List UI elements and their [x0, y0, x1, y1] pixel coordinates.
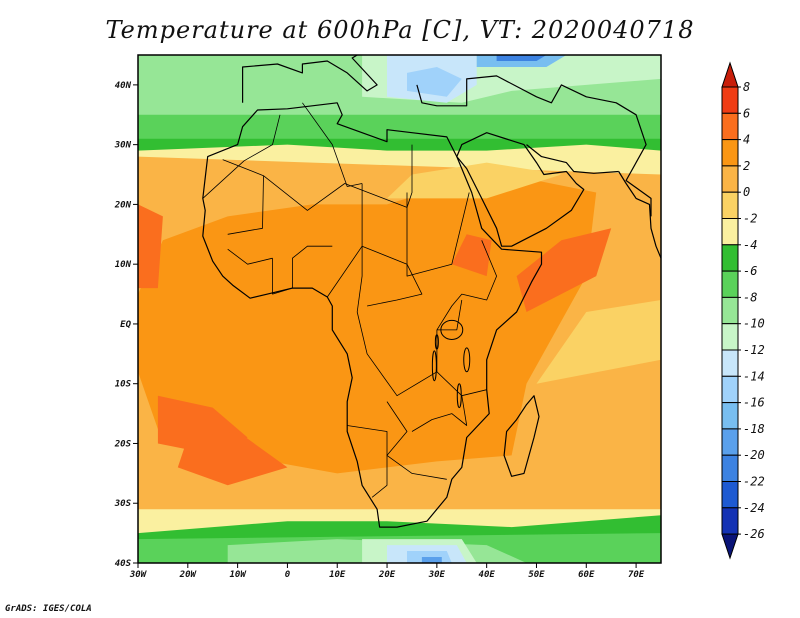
- lon-tick-label: 30W: [129, 570, 148, 580]
- field-region-hot_spot: [177, 431, 288, 486]
- colorbar-label: -4: [743, 238, 757, 252]
- plot-frame: [137, 54, 662, 564]
- colorbar-swatch: [721, 191, 739, 219]
- country-border: [263, 144, 413, 211]
- colorbar-bottom-arrow: [721, 533, 739, 560]
- colorbar-swatch: [721, 323, 739, 351]
- country-border: [436, 299, 463, 331]
- colorbar-label: -24: [743, 501, 765, 515]
- colorbar-label: 4: [743, 133, 750, 147]
- lon-tick-label: 20W: [179, 570, 198, 580]
- country-border: [302, 102, 363, 187]
- africa-coastline: [202, 102, 543, 528]
- asia-border: [416, 75, 652, 217]
- field-region-blue_mid: [421, 557, 442, 563]
- colorbar-label: 6: [743, 106, 750, 120]
- colorbar-label: -18: [743, 422, 765, 436]
- lon-tick-label: 20E: [378, 570, 396, 580]
- colorbar-label: -16: [743, 396, 765, 410]
- lon-tick-label: 30E: [428, 570, 446, 580]
- colorbar-swatch: [721, 481, 739, 509]
- lon-tick-label: 0: [285, 570, 291, 580]
- colorbar-label: -20: [743, 448, 765, 462]
- persia-coastline: [526, 144, 619, 174]
- lon-tick-label: 50E: [528, 570, 545, 580]
- colorbar-swatch: [721, 507, 739, 535]
- field-region-hot_spot: [138, 204, 163, 289]
- field-region-green: [138, 108, 661, 139]
- colorbar-swatch: [721, 165, 739, 193]
- country-border: [356, 183, 498, 397]
- country-border: [202, 114, 281, 199]
- country-border: [222, 159, 264, 235]
- lat-tick-label: 20S: [114, 439, 132, 449]
- lake-outline: [434, 334, 439, 350]
- temperature-field: [138, 55, 661, 563]
- lon-tick-label: 10W: [229, 570, 247, 580]
- lake-outline: [456, 383, 462, 409]
- colorbar-swatch: [721, 454, 739, 483]
- grads-credit: GrADS: IGES/COLA: [5, 604, 92, 614]
- lake-outline: [431, 350, 437, 382]
- colorbar-label: -22: [743, 475, 765, 489]
- lat-tick-label: 20N: [114, 200, 132, 210]
- lat-tick-label: 40N: [115, 81, 132, 91]
- colorbar-swatch: [721, 86, 739, 114]
- colorbar-swatch: [721, 139, 739, 167]
- country-border: [272, 245, 333, 295]
- colorbar-swatch: [721, 428, 739, 456]
- field-region-hot_spot: [451, 234, 492, 277]
- field-region-blue_dark: [496, 55, 547, 61]
- lon-tick-label: 10E: [329, 570, 346, 580]
- colorbar-label: -10: [743, 317, 765, 331]
- colorbar-top-arrow: [721, 61, 739, 88]
- lon-tick-label: 40E: [479, 570, 496, 580]
- country-border: [406, 192, 470, 277]
- colorbar-swatch: [721, 112, 739, 141]
- colorbar-label: -2: [743, 212, 757, 226]
- lat-tick-label: EQ: [120, 320, 131, 330]
- india-coastline: [618, 171, 662, 259]
- lat-tick-label: 10S: [115, 380, 132, 390]
- lake-outline: [440, 319, 464, 340]
- arabia-coastline: [456, 132, 585, 247]
- field-region-mild: [536, 300, 661, 384]
- colorbar-swatch: [721, 402, 739, 430]
- colorbar-label: 2: [743, 159, 750, 173]
- colorbar-label: 0: [743, 185, 750, 199]
- map-title: Temperature at 600hPa [C], VT: 202004071…: [105, 16, 695, 44]
- country-border: [326, 245, 423, 307]
- colorbar-label: 8: [743, 80, 750, 94]
- lat-tick-label: 40S: [115, 559, 132, 569]
- lon-tick-label: 60E: [578, 570, 595, 580]
- country-border: [227, 248, 273, 265]
- madagascar-coastline: [503, 395, 540, 477]
- europe-coastline: [242, 54, 378, 103]
- field-region-mild: [387, 162, 562, 199]
- axis-ticks: 30W 20W 10W 0 10E 20E 30E 40E 50E 60E 70E 40N 30N 20N…: [114, 81, 645, 580]
- colorbar-label: -8: [743, 290, 757, 304]
- lake-outline: [463, 347, 471, 373]
- lat-tick-label: 30N: [114, 141, 132, 151]
- colorbar-swatch: [721, 218, 739, 246]
- colorbar-swatch: [721, 375, 739, 404]
- colorbar-label: -26: [743, 527, 765, 541]
- colorbar-label: -12: [743, 343, 765, 357]
- field-region-hot_spot: [516, 228, 612, 312]
- lon-tick-label: 70E: [628, 570, 645, 580]
- colorbar-label: -14: [743, 369, 765, 383]
- lat-tick-label: 30S: [114, 499, 132, 509]
- colorbar-swatch: [721, 244, 739, 272]
- colorbar-label: -6: [743, 264, 757, 278]
- colorbar-swatch: [721, 349, 739, 377]
- colorbar-swatch: [721, 270, 739, 298]
- coastlines: [202, 54, 662, 528]
- country-border: [461, 389, 487, 397]
- field-region-blue_light: [407, 67, 462, 97]
- lat-tick-label: 10N: [115, 260, 132, 270]
- country-border: [347, 425, 388, 498]
- colorbar: 8 6 4 2 0 -2 -4 -6 -8 -10 -12 -14 -16 -18 -20 -22 -24 -26: [721, 61, 765, 560]
- colorbar-swatch: [721, 296, 739, 325]
